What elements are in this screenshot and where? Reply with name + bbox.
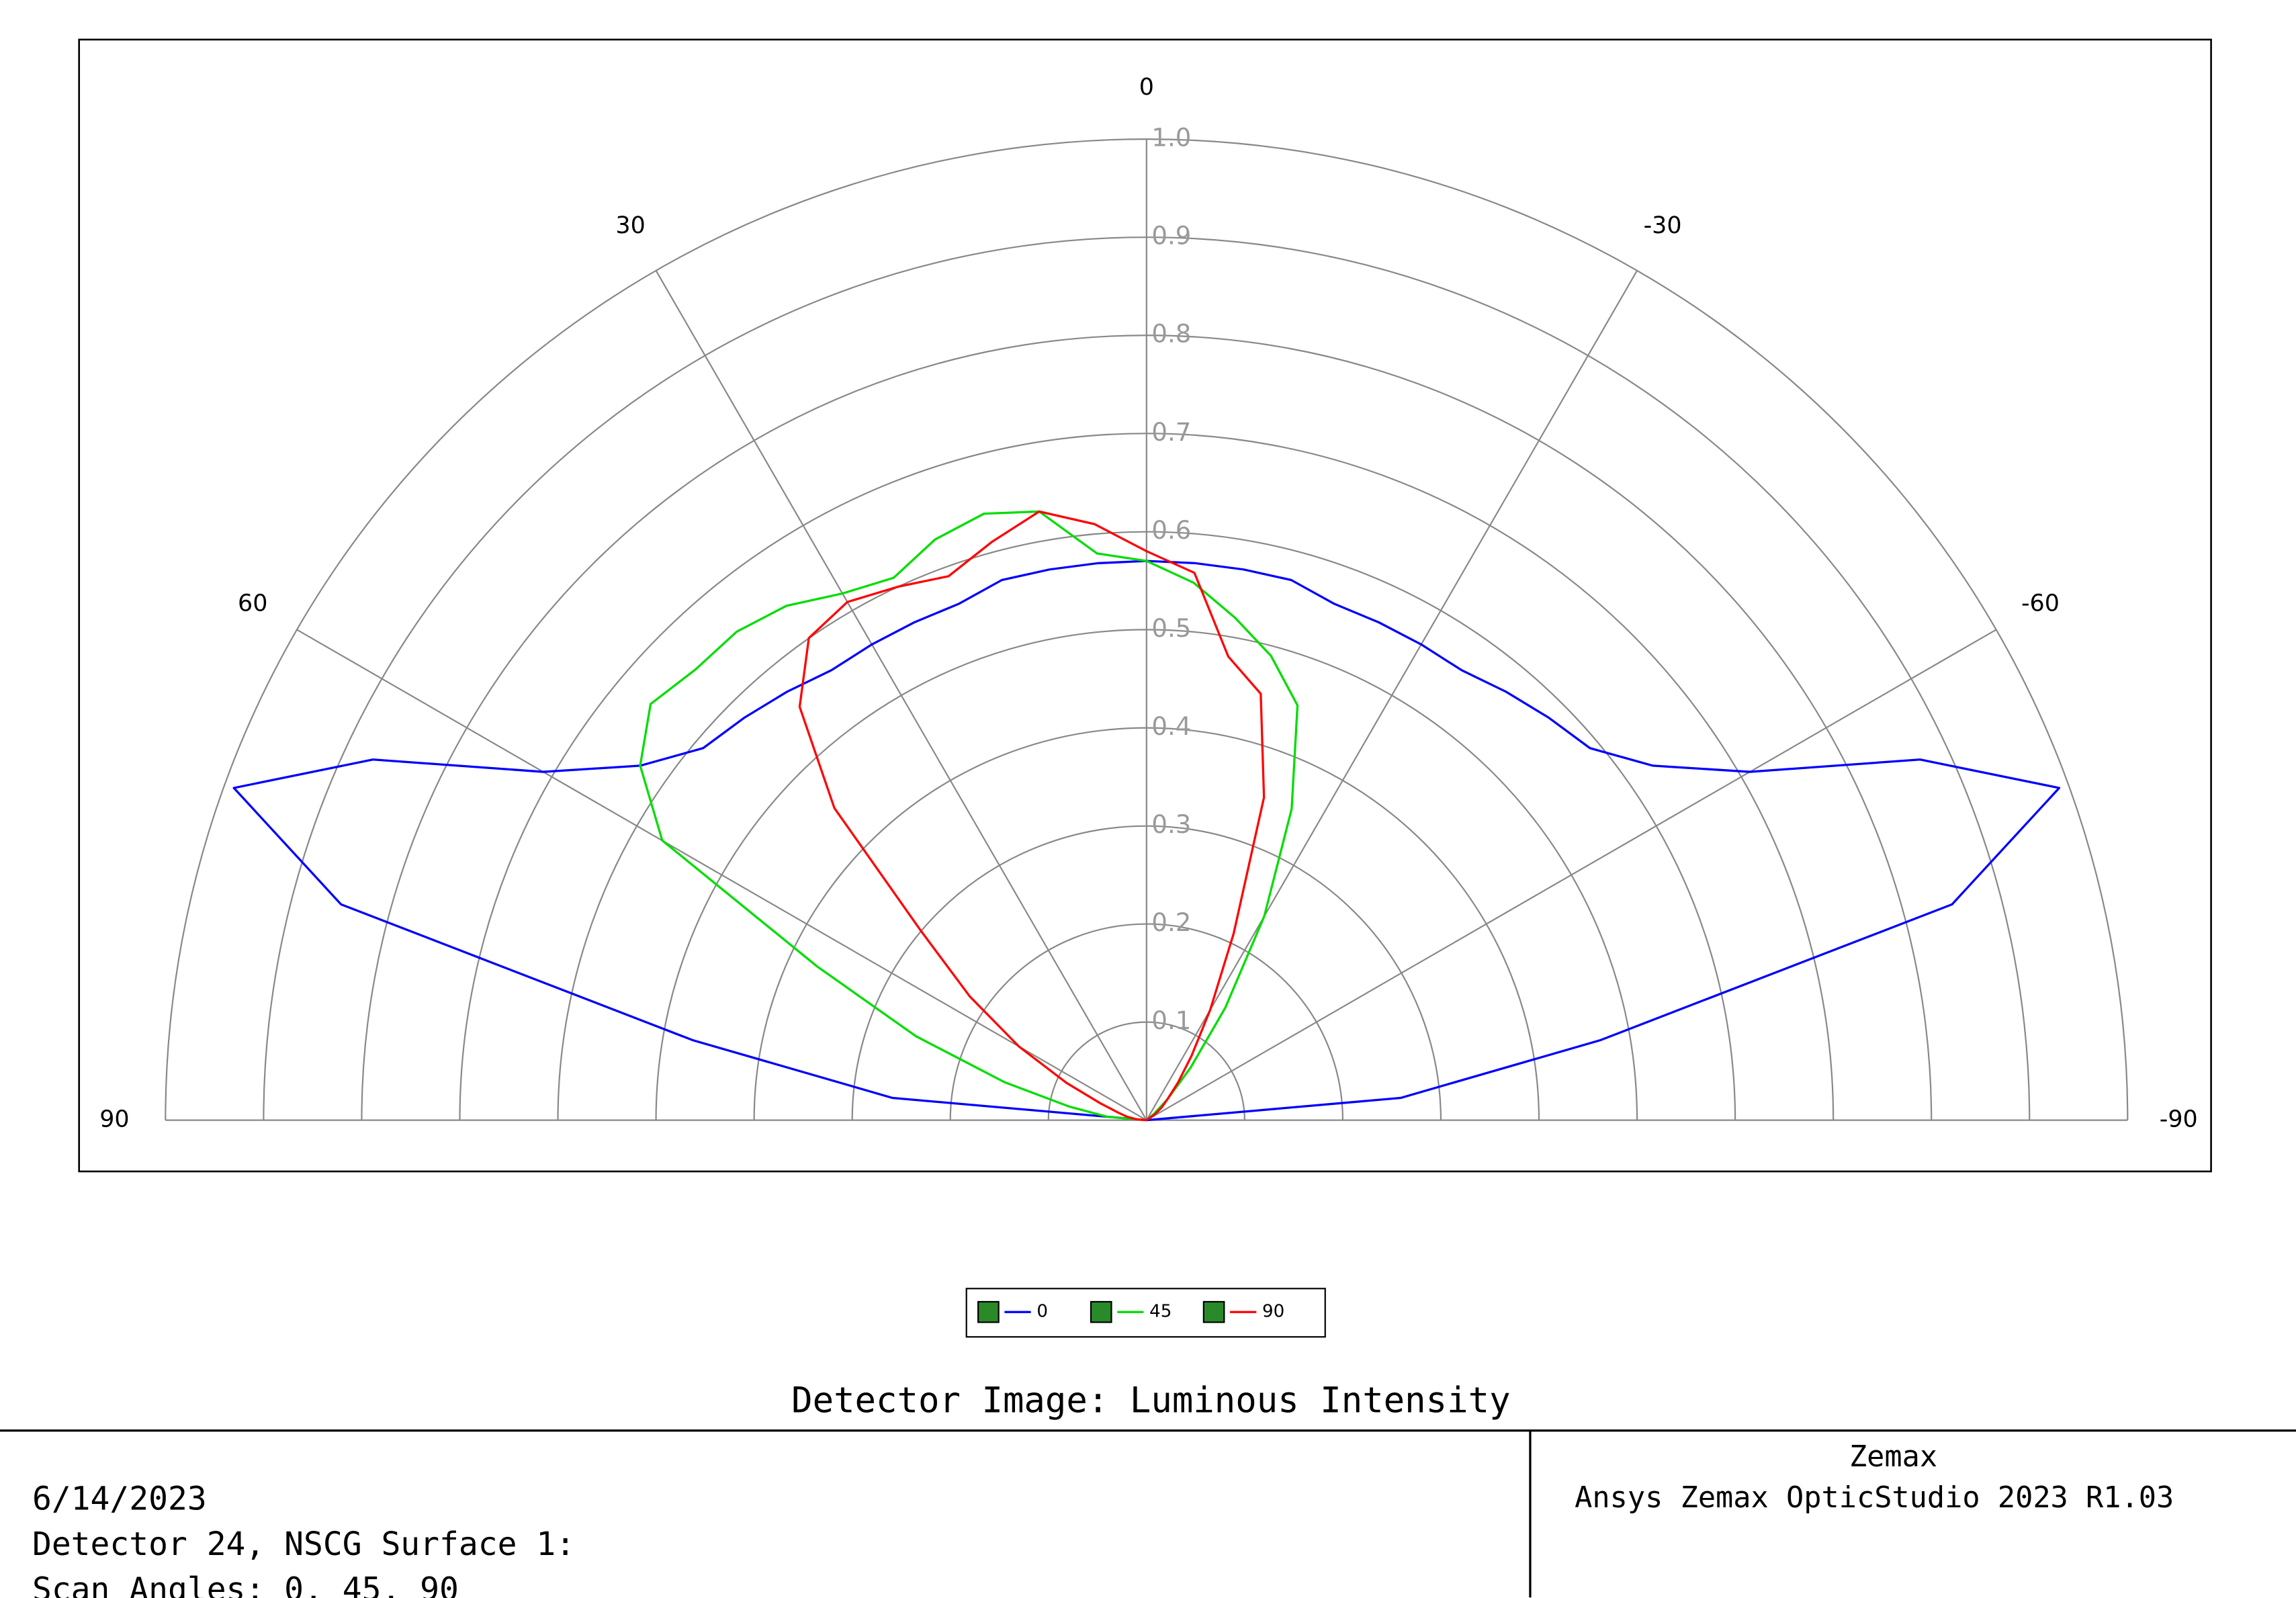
grid-spoke [1146, 629, 1997, 1121]
legend-icon [1202, 1300, 1225, 1323]
angle-label: 60 [238, 590, 267, 617]
radial-label: 0.5 [1151, 614, 1191, 643]
legend-label: 45 [1149, 1302, 1172, 1322]
series-line [639, 510, 1299, 1122]
grid-spoke [1145, 270, 1638, 1121]
chart-title: Detector Image: Luminous Intensity [791, 1380, 1511, 1421]
radial-label: 0.9 [1151, 222, 1191, 251]
footer-text: Detector 24, NSCG Surface 1: [32, 1525, 575, 1563]
angle-label: -90 [2160, 1106, 2198, 1133]
angle-label: -60 [2021, 590, 2060, 617]
radial-label: 0.7 [1151, 418, 1191, 447]
angle-label: 90 [99, 1106, 129, 1133]
radial-label: 0.4 [1151, 712, 1191, 741]
radial-label: 0.1 [1151, 1006, 1191, 1035]
grid-spoke [296, 629, 1147, 1121]
footer-text: Zemax [1849, 1440, 1937, 1474]
angle-label: 30 [615, 212, 645, 239]
radial-label: 0.6 [1151, 516, 1191, 545]
legend-icon [1090, 1300, 1112, 1323]
plot-frame [78, 38, 2212, 1173]
radial-label: 0.8 [1151, 320, 1191, 349]
footer-text: Ansys Zemax OpticStudio 2023 R1.03 [1575, 1481, 2174, 1515]
legend-label: 90 [1262, 1302, 1284, 1322]
radial-label: 0.3 [1151, 810, 1191, 839]
radial-label: 1.0 [1151, 124, 1191, 152]
legend-box [965, 1288, 1326, 1338]
angle-label: 0 [1139, 74, 1154, 101]
footer-text: 6/14/2023 [32, 1480, 207, 1517]
angle-label: -30 [1644, 212, 1682, 239]
legend-icon [977, 1300, 1000, 1323]
footer-text: Scan Angles: 0, 45, 90 [32, 1571, 459, 1598]
radial-label: 0.2 [1151, 908, 1191, 937]
legend-label: 0 [1036, 1302, 1048, 1322]
grid-spoke [655, 270, 1147, 1121]
series-line [798, 510, 1266, 1122]
